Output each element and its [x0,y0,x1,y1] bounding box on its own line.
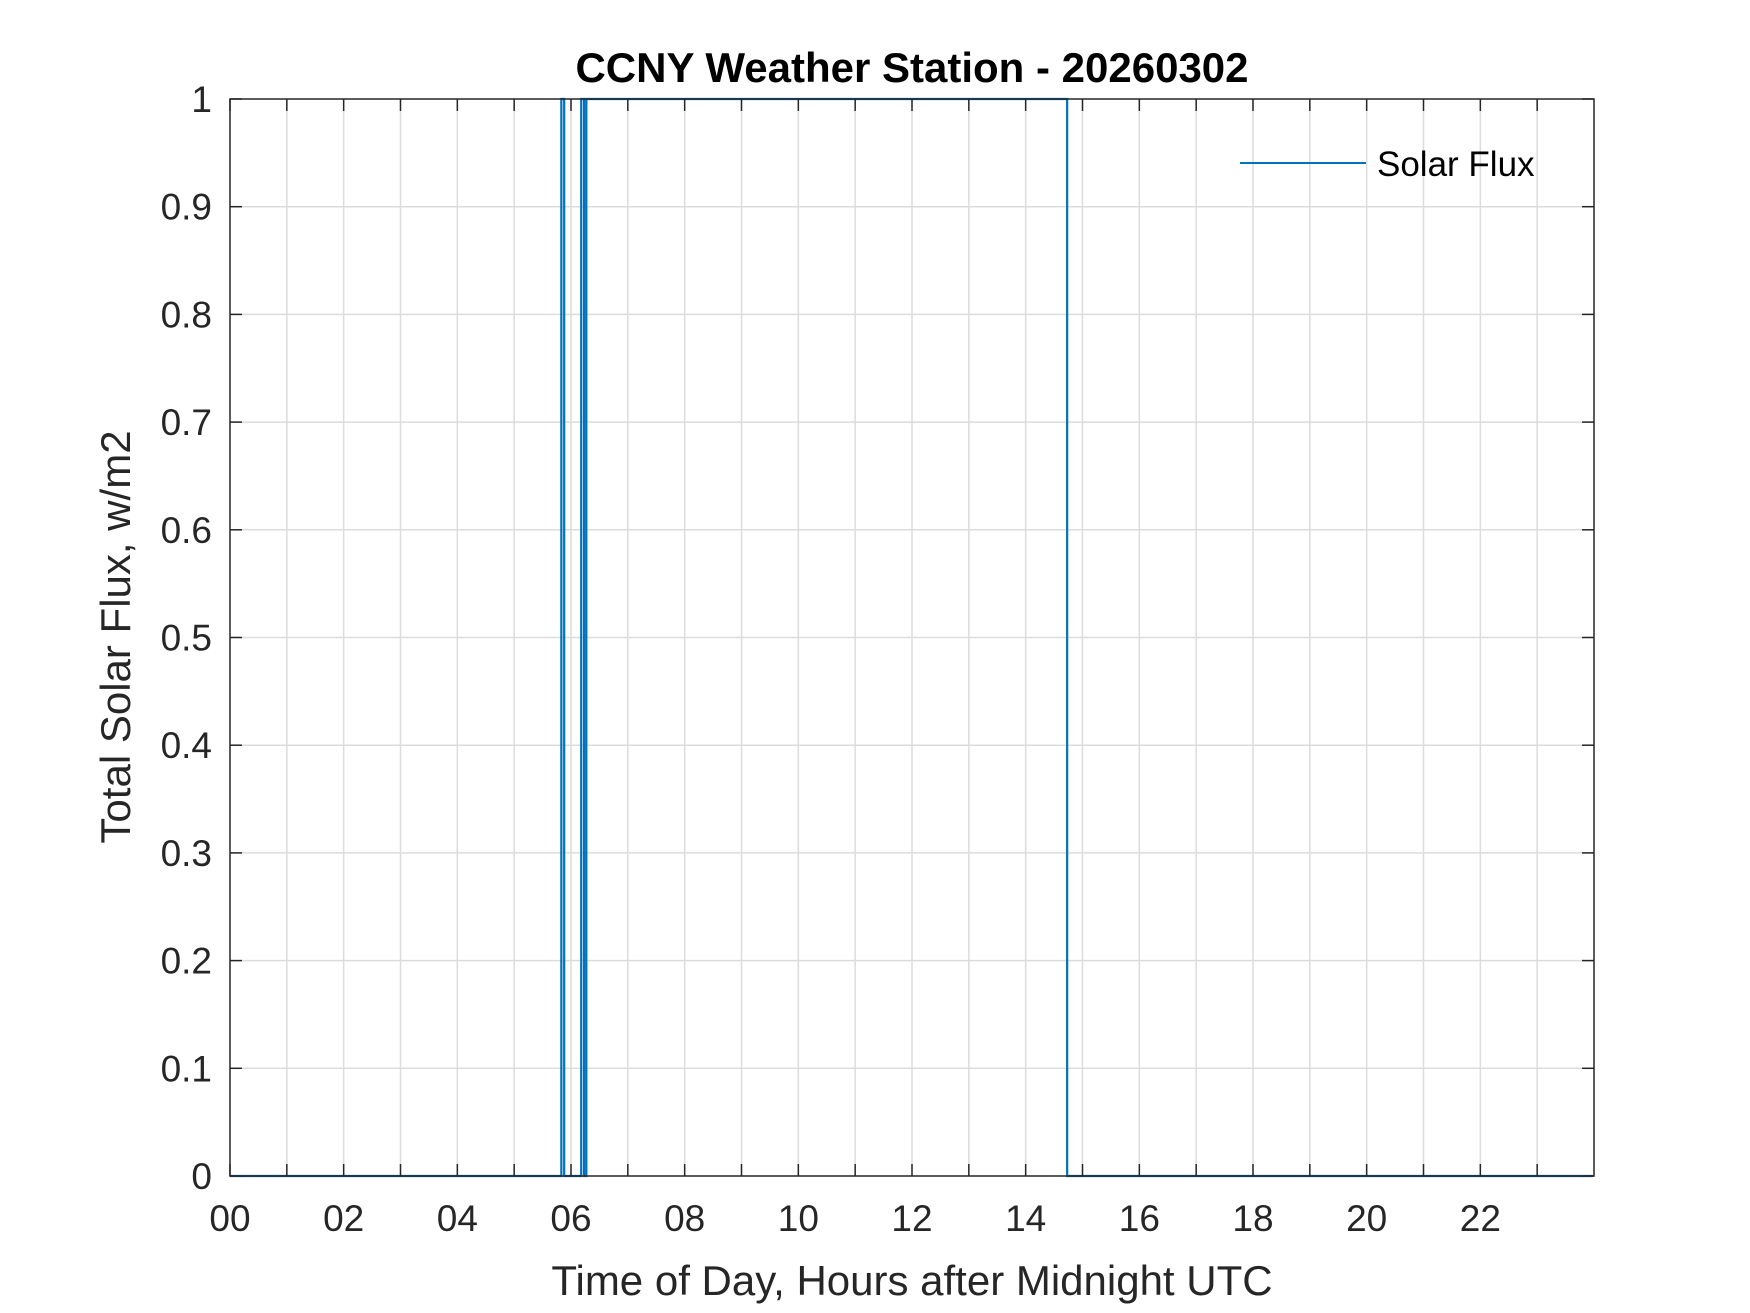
x-tick-label: 08 [664,1198,705,1239]
y-tick-label: 0 [191,1156,212,1197]
x-tick-label: 16 [1119,1198,1160,1239]
x-tick-label: 22 [1460,1198,1501,1239]
x-tick-label: 12 [891,1198,932,1239]
y-tick-label: 0.4 [161,725,212,766]
y-tick-label: 0.3 [161,833,212,874]
x-axis-title: Time of Day, Hours after Midnight UTC [551,1257,1272,1304]
x-tick-labels: 00 02 04 06 08 10 12 14 16 18 20 22 [209,1198,1500,1239]
x-tick-label: 02 [323,1198,364,1239]
y-tick-label: 0.7 [161,402,212,443]
ticks [229,98,1594,1177]
x-tick-label: 18 [1232,1198,1273,1239]
y-tick-label: 0.9 [161,187,212,228]
y-tick-labels: 0 0.1 0.2 0.3 0.4 0.5 0.6 0.7 0.8 0.9 1 [161,79,212,1197]
x-tick-label: 20 [1346,1198,1387,1239]
y-tick-label: 1 [191,79,212,120]
y-tick-label: 0.6 [161,510,212,551]
x-tick-label: 00 [209,1198,250,1239]
y-tick-label: 0.2 [161,941,212,982]
y-axis-title: Total Solar Flux, w/m2 [92,430,139,843]
x-tick-label: 04 [437,1198,478,1239]
chart-title: CCNY Weather Station - 20260302 [575,44,1248,91]
grid [230,99,1594,1176]
x-tick-label: 06 [550,1198,591,1239]
x-tick-label: 10 [778,1198,819,1239]
y-tick-label: 0.1 [161,1048,212,1089]
legend-label-solar-flux: Solar Flux [1377,145,1535,184]
y-tick-label: 0.5 [161,618,212,659]
x-tick-label: 14 [1005,1198,1046,1239]
legend: Solar Flux [1240,145,1535,184]
y-tick-label: 0.8 [161,294,212,335]
